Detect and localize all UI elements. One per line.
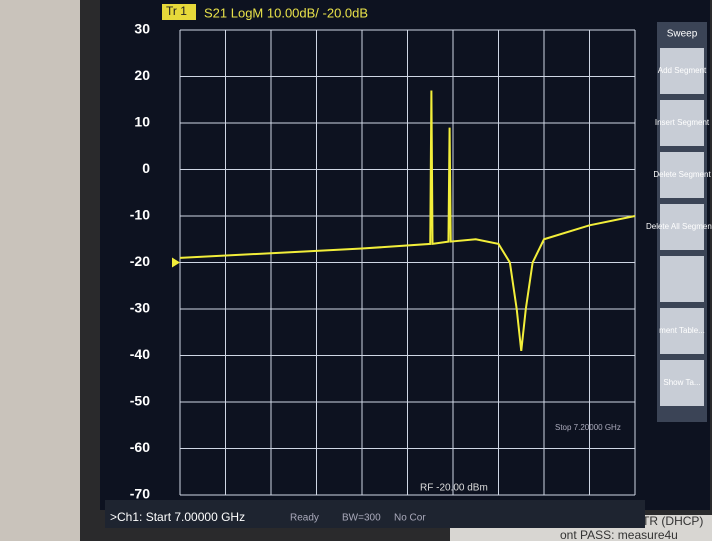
- y-tick-label: 0: [142, 160, 150, 176]
- y-tick-label: 10: [134, 114, 150, 130]
- status-item: BW=300: [342, 513, 381, 524]
- softkey-title: Sweep: [667, 29, 698, 40]
- y-tick-label: 20: [134, 67, 150, 83]
- softkey-label: Show Ta...: [663, 378, 700, 387]
- status-item: No Cor: [394, 513, 426, 524]
- softkey-label: Delete All Segments: [646, 222, 712, 231]
- softkey-label: Add Segment: [658, 66, 707, 75]
- y-tick-label: -40: [130, 346, 150, 362]
- softkey-label: Delete Segment: [653, 170, 711, 179]
- y-tick-label: -60: [130, 439, 150, 455]
- status-start: >Ch1: Start 7.00000 GHz: [110, 510, 245, 524]
- y-tick-label: -30: [130, 300, 150, 316]
- trace-label: Tr 1: [166, 4, 187, 18]
- status-item: Ready: [290, 513, 319, 524]
- softkey[interactable]: [660, 256, 704, 302]
- page: TCP/IP::192.168.1.93::INSTR (DHCP) ont P…: [0, 0, 712, 541]
- y-tick-label: -10: [130, 207, 150, 223]
- chart-title: S21 LogM 10.00dB/ -20.0dB: [204, 5, 368, 20]
- bezel-text: ont PASS: measure4u: [560, 528, 678, 541]
- softkey-label: ment Table...: [659, 326, 705, 335]
- y-tick-label: -70: [130, 486, 150, 502]
- y-tick-label: -50: [130, 393, 150, 409]
- status-stop: Stop 7.20000 GHz: [555, 423, 621, 432]
- y-tick-label: 30: [134, 21, 150, 37]
- softkey-label: Insert Segment: [655, 118, 710, 127]
- status-power: RF -20.00 dBm: [420, 483, 488, 494]
- y-tick-label: -20: [130, 253, 150, 269]
- screen-photo: TCP/IP::192.168.1.93::INSTR (DHCP) ont P…: [0, 0, 712, 541]
